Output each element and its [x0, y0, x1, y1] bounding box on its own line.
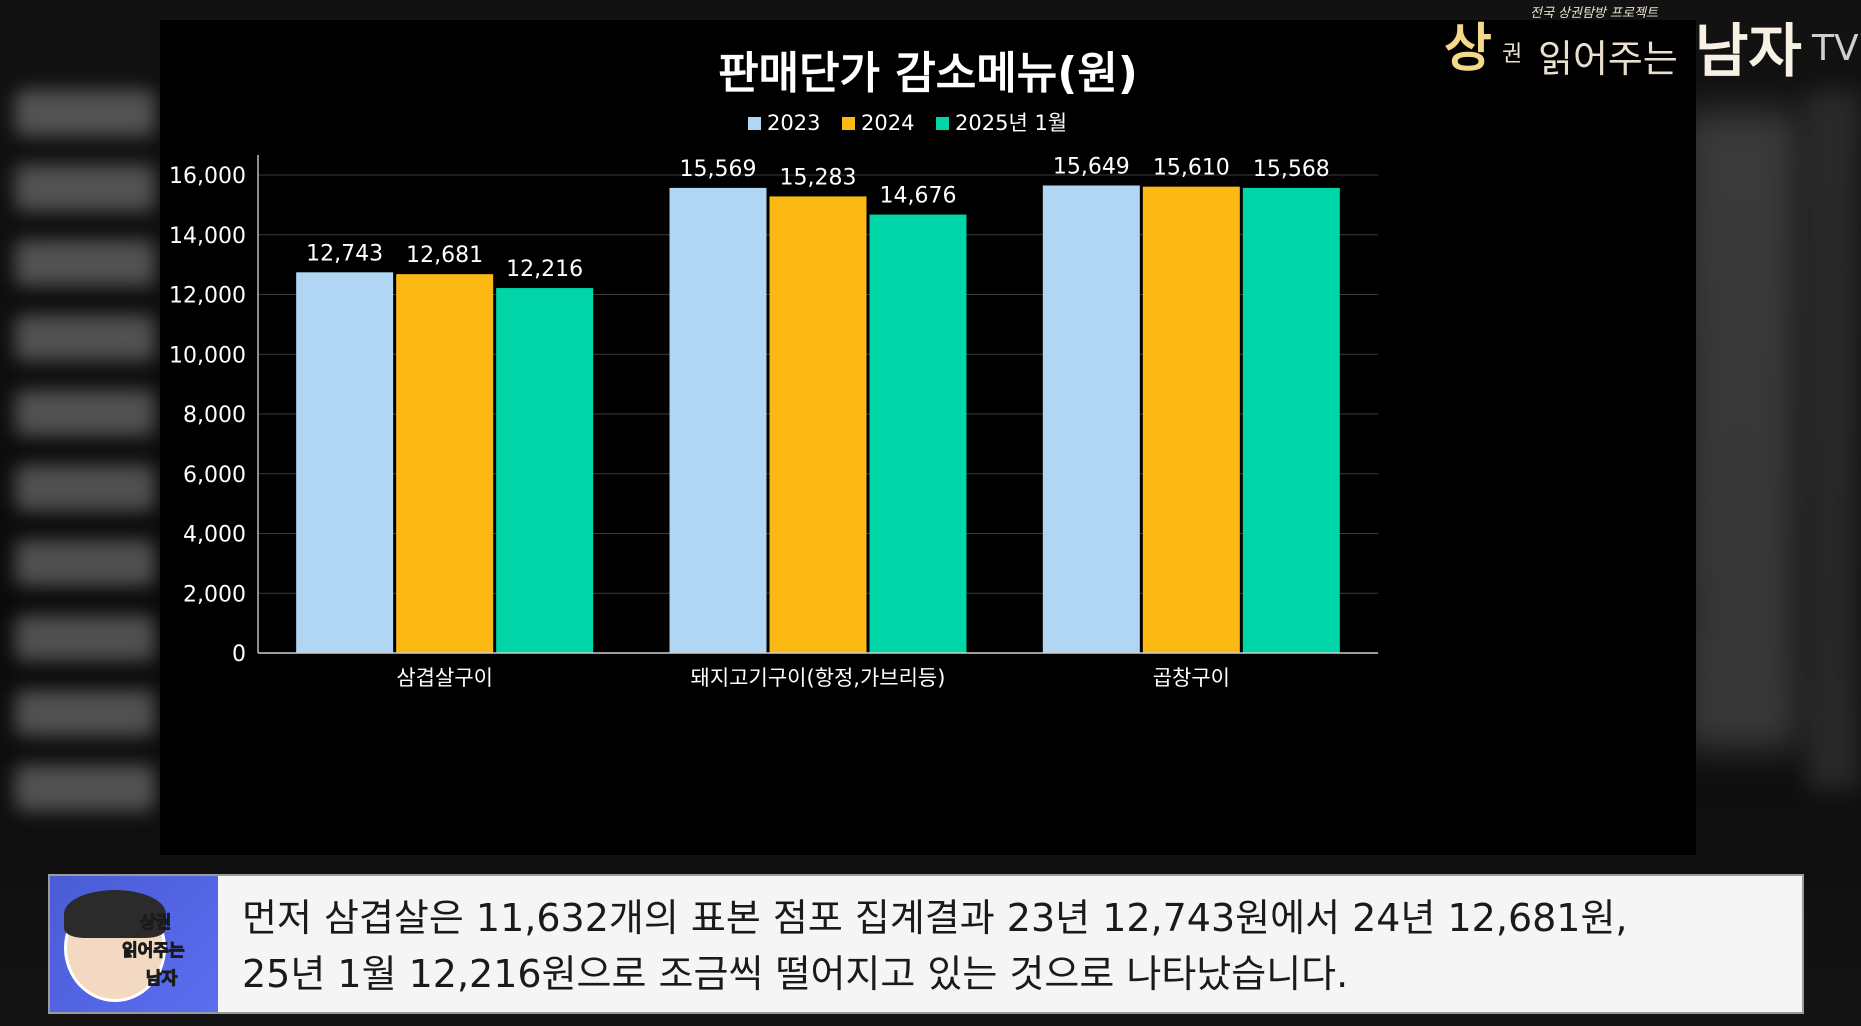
subtitle-caption: 먼저 삼겹살은 11,632개의 표본 점포 집계결과 23년 12,743원에… [242, 890, 1782, 1002]
bar [1042, 185, 1140, 653]
y-tick-label: 0 [232, 642, 246, 667]
bar [769, 196, 867, 653]
bar-data-label: 12,216 [506, 257, 583, 282]
y-tick-label: 4,000 [183, 523, 246, 548]
x-axis: 삼겹살구이 돼지고기구이(항정,가브리등) 곱창구이 [258, 652, 1378, 690]
bar [496, 288, 594, 653]
logo-text-reader: 읽어주는 [1538, 37, 1678, 81]
avatar-label-line1: 상권 [139, 913, 172, 934]
blurred-background-right [1681, 110, 1801, 750]
legend-swatch [936, 117, 949, 130]
chart-bars: 12,743 12,681 12,216 15,569 15,283 14,676 15,6… [296, 154, 1340, 653]
bar-data-label: 12,681 [406, 243, 483, 268]
logo-text-tv: TV [1812, 28, 1859, 69]
legend-label: 2024 [861, 111, 914, 135]
bar-chart: 판매단가 감소메뉴(원) 2023 2024 2025년 1월 0 2,000 4,00… [169, 48, 1378, 690]
y-tick-label: 8,000 [183, 403, 246, 428]
bar [296, 272, 394, 653]
channel-logo: 전국 상권탐방 프로젝트 상 권 읽어주는 남자 TV [1440, 0, 1861, 90]
bar-data-label: 15,568 [1253, 157, 1330, 182]
subtitle-bar: 상권 읽어주는 남자 먼저 삼겹살은 11,632개의 표본 점포 집계결과 2… [48, 874, 1804, 1014]
avatar: 상권 읽어주는 남자 [50, 876, 218, 1012]
y-tick-label: 14,000 [169, 224, 246, 249]
y-axis: 0 2,000 4,000 6,000 8,000 10,000 12,000 14,000 1… [169, 155, 259, 667]
bar-data-label: 15,283 [780, 165, 857, 190]
bar-data-label: 15,649 [1053, 154, 1130, 179]
bar-data-label: 15,569 [680, 157, 757, 182]
legend-label: 2023 [767, 111, 820, 135]
blurred-background-edge [1806, 90, 1861, 790]
avatar-label-line3: 남자 [145, 969, 178, 990]
chart-legend: 2023 2024 2025년 1월 [748, 111, 1067, 135]
bar-data-label: 14,676 [880, 184, 957, 209]
logo-text-gwon: 권 [1502, 42, 1523, 67]
y-tick-label: 12,000 [169, 284, 246, 309]
subtitle-line-1: 먼저 삼겹살은 11,632개의 표본 점포 집계결과 23년 12,743원에… [242, 896, 1628, 940]
subtitle-line-2: 25년 1월 12,216원으로 조금씩 떨어지고 있는 것으로 나타났습니다. [242, 952, 1349, 996]
logo-text-namja: 남자 [1695, 17, 1802, 85]
bar [1142, 186, 1240, 653]
logo-text-sang: 상 [1444, 19, 1492, 79]
logo-tagline: 전국 상권탐방 프로젝트 [1530, 6, 1658, 21]
x-tick-label: 돼지고기구이(항정,가브리등) [691, 666, 946, 690]
y-tick-label: 10,000 [169, 343, 246, 368]
chart-title: 판매단가 감소메뉴(원) [718, 48, 1138, 99]
avatar-label-line2: 읽어주는 [122, 941, 186, 962]
bar [1242, 187, 1340, 653]
chart-panel: 판매단가 감소메뉴(원) 2023 2024 2025년 1월 0 2,000 4,00… [160, 20, 1696, 855]
y-tick-label: 16,000 [169, 164, 246, 189]
y-tick-label: 6,000 [183, 463, 246, 488]
bar [669, 187, 767, 653]
bar [869, 214, 967, 653]
bar-data-label: 12,743 [306, 241, 383, 266]
y-tick-label: 2,000 [183, 582, 246, 607]
bar-data-label: 15,610 [1153, 156, 1230, 181]
x-tick-label: 곱창구이 [1153, 666, 1230, 690]
legend-label: 2025년 1월 [955, 111, 1067, 135]
bar [396, 274, 494, 653]
legend-swatch [842, 117, 855, 130]
avatar-hair-icon [64, 890, 166, 938]
legend-swatch [748, 117, 761, 130]
blurred-background-left [0, 90, 170, 870]
x-tick-label: 삼겹살구이 [396, 666, 493, 690]
